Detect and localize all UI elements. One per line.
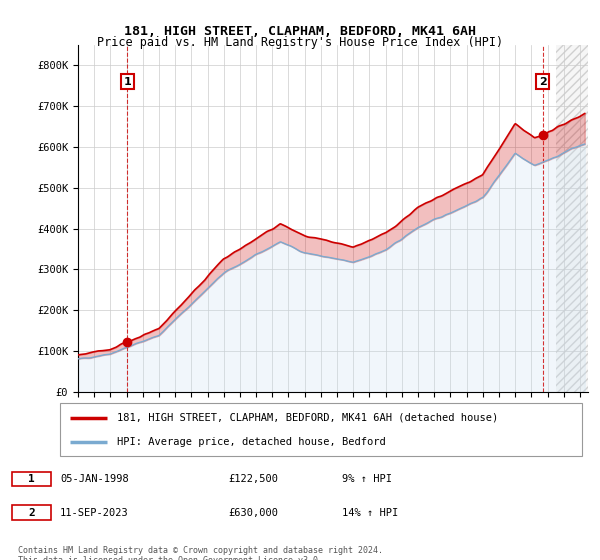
Text: 181, HIGH STREET, CLAPHAM, BEDFORD, MK41 6AH: 181, HIGH STREET, CLAPHAM, BEDFORD, MK41…	[124, 25, 476, 38]
Text: 11-SEP-2023: 11-SEP-2023	[60, 507, 129, 517]
Text: HPI: Average price, detached house, Bedford: HPI: Average price, detached house, Bedf…	[118, 437, 386, 447]
Bar	[556, 45, 588, 392]
FancyBboxPatch shape	[12, 506, 51, 520]
FancyBboxPatch shape	[12, 472, 51, 486]
Text: 1: 1	[124, 77, 131, 87]
Text: £630,000: £630,000	[228, 507, 278, 517]
Text: 1: 1	[28, 474, 35, 484]
FancyBboxPatch shape	[60, 403, 582, 456]
Text: £122,500: £122,500	[228, 474, 278, 484]
Text: Contains HM Land Registry data © Crown copyright and database right 2024.
This d: Contains HM Land Registry data © Crown c…	[18, 546, 383, 560]
Text: 14% ↑ HPI: 14% ↑ HPI	[342, 507, 398, 517]
Text: Price paid vs. HM Land Registry's House Price Index (HPI): Price paid vs. HM Land Registry's House …	[97, 36, 503, 49]
Text: 05-JAN-1998: 05-JAN-1998	[60, 474, 129, 484]
Text: 2: 2	[28, 507, 35, 517]
Text: 9% ↑ HPI: 9% ↑ HPI	[342, 474, 392, 484]
Text: 181, HIGH STREET, CLAPHAM, BEDFORD, MK41 6AH (detached house): 181, HIGH STREET, CLAPHAM, BEDFORD, MK41…	[118, 413, 499, 423]
Text: 2: 2	[539, 77, 547, 87]
